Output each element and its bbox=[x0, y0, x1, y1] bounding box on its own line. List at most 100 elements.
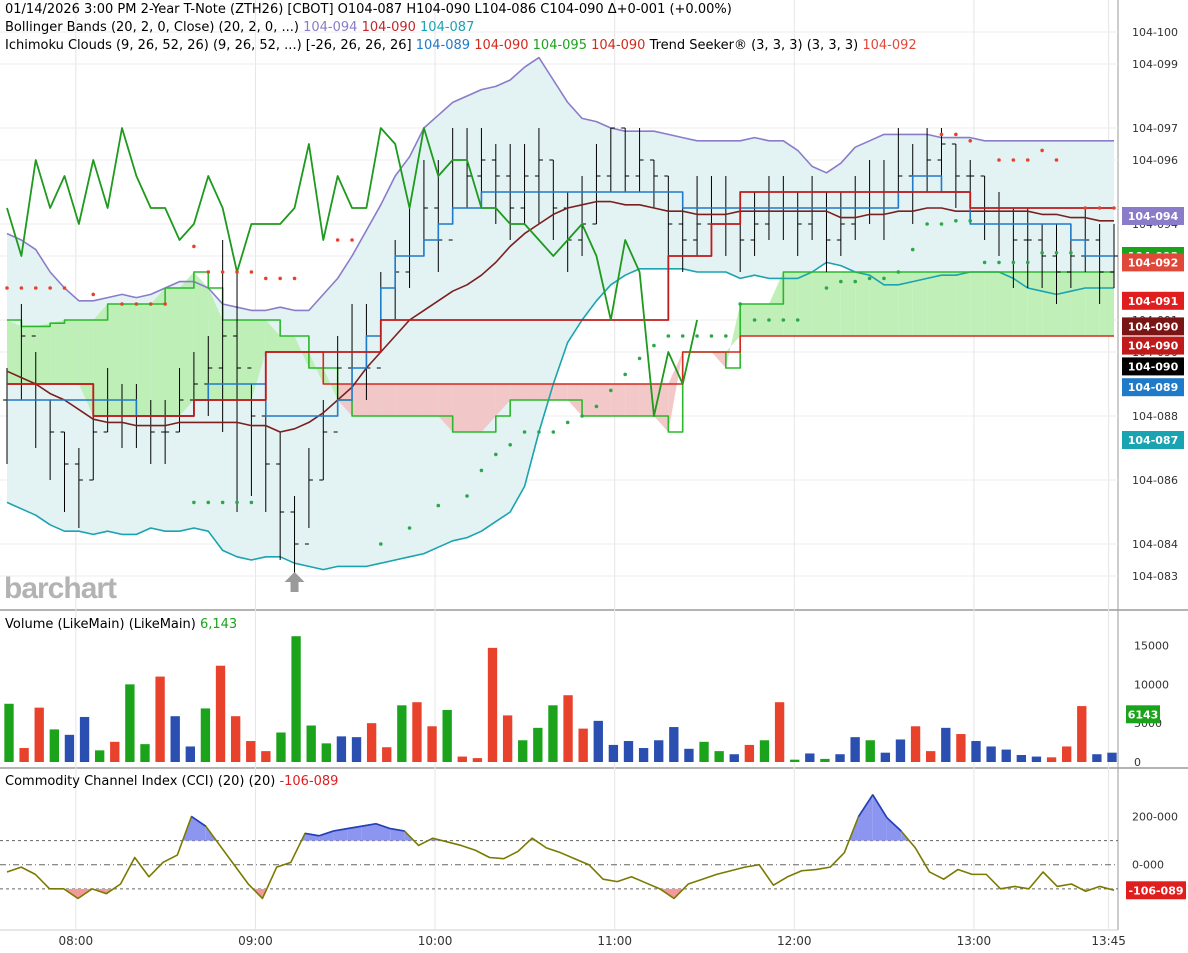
ichimoku-cloud-segment bbox=[21, 326, 36, 384]
ichimoku-cloud-segment bbox=[1099, 272, 1114, 336]
volume-tag-label: 6143 bbox=[1128, 708, 1159, 721]
ichimoku-cloud-segment bbox=[1085, 272, 1100, 336]
volume-bar bbox=[669, 727, 679, 762]
ichimoku-cloud-segment bbox=[64, 320, 79, 384]
cci-overbought-fill bbox=[191, 816, 206, 841]
trend-seeker-dot bbox=[954, 219, 958, 223]
ichimoku-legend[interactable]: Ichimoku Clouds (9, 26, 52, 26) (9, 26, … bbox=[5, 38, 917, 54]
ichimoku-cloud-segment bbox=[150, 288, 166, 416]
volume-panel[interactable] bbox=[4, 636, 1117, 762]
time-tick-label: 09:00 bbox=[238, 934, 273, 948]
volume-tick-label: 15000 bbox=[1134, 640, 1169, 653]
volume-bar bbox=[502, 715, 513, 762]
ichimoku-cloud-segment bbox=[912, 272, 928, 336]
cci-overbought-fill bbox=[872, 794, 887, 841]
price-panel[interactable] bbox=[3, 56, 1118, 592]
ichimoku-cloud-segment bbox=[251, 320, 266, 400]
trend-seeker-dot bbox=[62, 286, 67, 290]
ichimoku-cloud-segment bbox=[668, 352, 683, 432]
bollinger-legend[interactable]: Bollinger Bands (20, 2, 0, Close) (20, 2… bbox=[5, 20, 474, 36]
volume-bar bbox=[291, 636, 301, 762]
volume-bar bbox=[442, 709, 452, 762]
trend-seeker-dot bbox=[249, 270, 254, 274]
volume-legend[interactable]: Volume (LikeMain) (LikeMain) 6,143 bbox=[5, 617, 237, 633]
trend-seeker-dot bbox=[939, 132, 944, 137]
ichimoku-cloud-segment bbox=[984, 272, 999, 336]
volume-bar bbox=[1092, 754, 1102, 762]
ichimoku-cloud-segment bbox=[510, 384, 525, 400]
volume-bar bbox=[4, 703, 14, 762]
volume-tag-box bbox=[1126, 705, 1160, 724]
trend-seeker-dot bbox=[1054, 251, 1059, 255]
volume-bar bbox=[64, 734, 75, 762]
ichimoku-cloud-segment bbox=[380, 384, 396, 416]
trend-seeker-dot bbox=[350, 238, 354, 242]
volume-bar bbox=[261, 751, 271, 762]
volume-bar bbox=[140, 744, 150, 762]
volume-bar bbox=[744, 744, 755, 762]
ichimoku-cloud-segment bbox=[1056, 272, 1071, 336]
trend-seeker-dot bbox=[795, 318, 800, 322]
price-tick-label: 104-099 bbox=[1132, 58, 1178, 71]
trend-seeker-dot bbox=[163, 302, 167, 306]
trend-seeker-dot bbox=[609, 388, 613, 393]
ichimoku-cloud-segment bbox=[941, 272, 956, 336]
trend-seeker-dot bbox=[192, 244, 196, 249]
trend-seeker-dot bbox=[465, 494, 469, 498]
volume-bar bbox=[351, 737, 362, 762]
ichimoku-cloud-segment bbox=[265, 320, 281, 352]
price-tag: 104-094 bbox=[1122, 207, 1184, 225]
trend-seeker-dot bbox=[695, 334, 699, 338]
trend-seeker-dot bbox=[853, 279, 858, 284]
time-tick-label: 08:00 bbox=[59, 934, 94, 948]
trend-seeker-dot bbox=[206, 270, 211, 274]
trend-seeker-dot bbox=[1040, 251, 1044, 255]
cci-panel[interactable] bbox=[0, 794, 1118, 900]
trend-seeker-dot bbox=[1054, 158, 1059, 162]
price-tick-label: 104-086 bbox=[1132, 474, 1178, 487]
trend-seeker-label: Trend Seeker® (3, 3, 3) (3, 3, 3) bbox=[649, 38, 859, 53]
volume-bar bbox=[608, 744, 619, 762]
volume-bar bbox=[1031, 756, 1042, 762]
ichimoku-cloud-segment bbox=[869, 272, 884, 336]
trend-seeker-dot bbox=[220, 500, 225, 505]
bollinger-lower-value: 104-087 bbox=[420, 20, 475, 35]
volume-bar bbox=[472, 758, 483, 762]
ichimoku-cloud-segment bbox=[107, 304, 123, 416]
trend-seeker-dot bbox=[148, 302, 153, 306]
cci-overbought-fill bbox=[347, 826, 362, 841]
trend-seeker-dot bbox=[594, 404, 599, 409]
volume-bar bbox=[19, 748, 29, 762]
trend-seeker-dot bbox=[839, 279, 843, 284]
trend-seeker-dot bbox=[1112, 206, 1116, 210]
volume-bar bbox=[835, 754, 845, 762]
price-tick-label: 104-083 bbox=[1132, 570, 1178, 583]
trend-seeker-dot bbox=[738, 302, 743, 306]
volume-bar bbox=[306, 725, 316, 762]
volume-bar bbox=[1001, 749, 1011, 762]
cci-legend[interactable]: Commodity Channel Index (CCI) (20) (20) … bbox=[5, 774, 338, 790]
ichimoku-cloud-segment bbox=[165, 288, 180, 416]
ichimoku-cloud-segment bbox=[582, 384, 597, 416]
ichimoku-kijun-line bbox=[7, 191, 1114, 417]
volume-bar bbox=[1061, 746, 1072, 762]
trend-seeker-dot bbox=[206, 500, 211, 505]
price-tick-label: 104-096 bbox=[1132, 154, 1178, 167]
volume-bar bbox=[578, 728, 588, 762]
ichimoku-cloud-segment bbox=[998, 272, 1014, 336]
trend-seeker-dot bbox=[235, 500, 239, 505]
cci-overbought-fill bbox=[319, 830, 334, 841]
ichimoku-cloud-segment bbox=[208, 288, 223, 400]
trend-seeker-dot bbox=[508, 443, 512, 447]
trend-seeker-dot bbox=[867, 276, 872, 281]
ichimoku-cloud-segment bbox=[481, 384, 496, 432]
price-tag-label: 104-090 bbox=[1128, 340, 1179, 353]
ichimoku-cloud-segment bbox=[883, 272, 899, 336]
volume-bar bbox=[1016, 755, 1027, 762]
ichimoku-cloud-segment bbox=[7, 320, 22, 384]
ichimoku-label: Ichimoku Clouds (9, 26, 52, 26) (9, 26, … bbox=[5, 38, 412, 53]
ichimoku-cloud-segment bbox=[812, 272, 827, 336]
trend-seeker-dot bbox=[479, 468, 484, 473]
volume-bar bbox=[49, 729, 60, 762]
ichimoku-cloud-segment bbox=[352, 384, 367, 416]
